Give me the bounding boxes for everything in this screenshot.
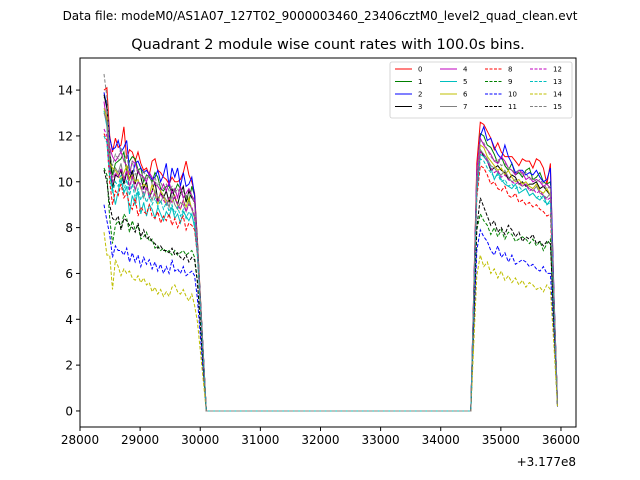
x-tick-label: 35000: [482, 433, 520, 447]
axes-frame: [79, 57, 577, 428]
plot-lines: [103, 73, 558, 412]
x-tick-label: 28000: [61, 433, 99, 447]
x-offset-label: +3.177e8: [517, 455, 576, 469]
x-tick-label: 31000: [241, 433, 279, 447]
x-tick-label: 33000: [362, 433, 400, 447]
y-tick-label: 8: [65, 221, 73, 235]
series-line-4: [103, 101, 558, 412]
x-tick-label: 32000: [301, 433, 339, 447]
series-line-15: [103, 73, 558, 412]
x-tick-label: 34000: [422, 433, 460, 447]
legend-label-1: 1: [418, 78, 422, 86]
y-tick-label: 2: [65, 359, 73, 373]
series-line-0: [103, 86, 558, 412]
legend-label-3: 3: [418, 103, 422, 111]
series-line-2: [103, 92, 558, 412]
legend-label-4: 4: [463, 66, 468, 74]
series-line-12: [103, 128, 558, 412]
y-tick-label: 4: [65, 313, 73, 327]
y-tick-label: 14: [58, 84, 73, 98]
series-line-7: [103, 112, 558, 412]
legend-label-9: 9: [508, 78, 512, 86]
series-line-14: [103, 232, 558, 412]
figure-suptitle: Data file: modeM0/AS1A07_127T02_90000034…: [63, 9, 578, 23]
series-line-3: [103, 94, 558, 412]
legend-label-13: 13: [553, 78, 562, 86]
legend-label-5: 5: [463, 78, 467, 86]
legend-label-6: 6: [463, 91, 468, 99]
series-line-11: [103, 170, 558, 412]
legend-box: [389, 61, 573, 119]
x-tick-label: 30000: [181, 433, 219, 447]
series-line-10: [103, 204, 558, 412]
legend-label-12: 12: [553, 66, 562, 74]
legend-label-7: 7: [463, 103, 467, 111]
legend-label-14: 14: [553, 91, 562, 99]
series-line-13: [103, 135, 558, 412]
legend-label-10: 10: [508, 91, 517, 99]
y-tick-label: 12: [58, 129, 73, 143]
legend-label-8: 8: [508, 66, 512, 74]
x-tick-label: 36000: [542, 433, 580, 447]
legend-label-2: 2: [418, 91, 422, 99]
x-tick-label: 29000: [121, 433, 159, 447]
series-line-8: [103, 133, 558, 412]
y-tick-label: 6: [65, 267, 73, 281]
y-tick-label: 10: [58, 175, 73, 189]
legend-label-15: 15: [553, 103, 562, 111]
chart-title: Quadrant 2 module wise count rates with …: [131, 37, 525, 53]
legend-label-11: 11: [508, 103, 517, 111]
axis-ticks: 28000 29000 30000 31000 32000 33000 34000 35000…: [58, 84, 580, 447]
series-line-1: [103, 96, 558, 412]
series-line-6: [103, 108, 558, 412]
y-tick-label: 0: [65, 404, 73, 418]
series-line-9: [103, 167, 558, 412]
legend-label-0: 0: [418, 66, 422, 74]
